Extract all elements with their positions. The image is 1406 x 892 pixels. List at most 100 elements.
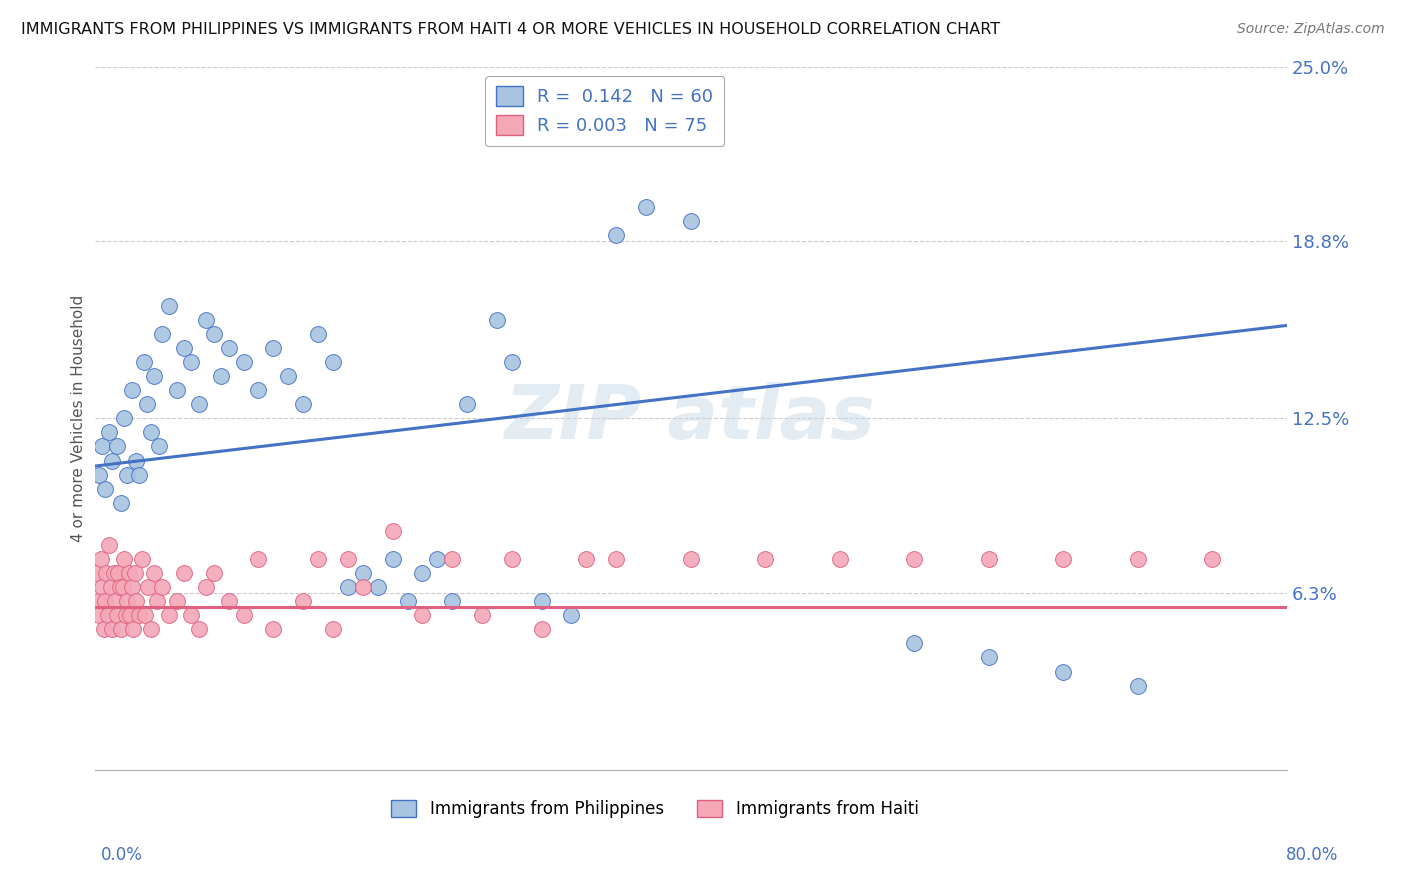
Point xyxy=(202,566,225,580)
Point xyxy=(977,552,1000,566)
Point xyxy=(336,580,359,594)
Point xyxy=(828,552,851,566)
Point xyxy=(396,594,419,608)
Point xyxy=(485,313,508,327)
Point xyxy=(322,355,344,369)
Point xyxy=(108,580,131,594)
Point xyxy=(121,580,143,594)
Point xyxy=(322,623,344,637)
Point xyxy=(136,580,159,594)
Point xyxy=(135,397,157,411)
Point xyxy=(110,496,132,510)
Point xyxy=(98,538,121,552)
Point xyxy=(441,594,464,608)
Point xyxy=(367,580,389,594)
Point xyxy=(634,200,657,214)
Point xyxy=(94,594,117,608)
Point xyxy=(91,439,114,453)
Point xyxy=(262,341,284,355)
Point xyxy=(124,566,146,580)
Point xyxy=(166,594,188,608)
Point xyxy=(150,580,173,594)
Point xyxy=(307,326,329,341)
Point xyxy=(187,397,209,411)
Point xyxy=(232,355,254,369)
Point xyxy=(247,552,270,566)
Y-axis label: 4 or more Vehicles in Household: 4 or more Vehicles in Household xyxy=(72,294,86,542)
Text: 0.0%: 0.0% xyxy=(101,846,143,863)
Point xyxy=(141,623,163,637)
Point xyxy=(307,552,329,566)
Point xyxy=(93,623,115,637)
Point xyxy=(501,552,523,566)
Point xyxy=(336,552,359,566)
Point xyxy=(105,608,128,623)
Point xyxy=(195,580,218,594)
Point xyxy=(118,566,141,580)
Point xyxy=(125,453,148,467)
Point xyxy=(754,552,776,566)
Point xyxy=(426,552,449,566)
Point xyxy=(103,566,125,580)
Point xyxy=(94,482,117,496)
Text: Source: ZipAtlas.com: Source: ZipAtlas.com xyxy=(1237,22,1385,37)
Point xyxy=(560,608,582,623)
Point xyxy=(120,608,142,623)
Point xyxy=(104,594,127,608)
Point xyxy=(180,608,202,623)
Point xyxy=(101,453,124,467)
Point xyxy=(128,608,150,623)
Point xyxy=(121,383,143,397)
Point xyxy=(1052,552,1074,566)
Point xyxy=(352,566,374,580)
Point xyxy=(101,623,124,637)
Point xyxy=(1201,552,1223,566)
Point xyxy=(218,594,240,608)
Point xyxy=(131,552,153,566)
Point xyxy=(411,608,433,623)
Point xyxy=(97,608,120,623)
Point xyxy=(977,650,1000,665)
Point xyxy=(381,524,404,538)
Point xyxy=(143,566,166,580)
Point xyxy=(262,623,284,637)
Point xyxy=(100,580,122,594)
Point xyxy=(471,608,494,623)
Point xyxy=(195,313,218,327)
Point xyxy=(128,467,150,482)
Point xyxy=(143,369,166,384)
Point xyxy=(111,580,134,594)
Point xyxy=(247,383,270,397)
Point xyxy=(157,299,180,313)
Point xyxy=(1126,679,1149,693)
Point xyxy=(292,594,315,608)
Point xyxy=(530,623,553,637)
Point xyxy=(112,411,135,425)
Point xyxy=(352,580,374,594)
Point xyxy=(173,341,195,355)
Point xyxy=(277,369,299,384)
Point xyxy=(141,425,163,440)
Point xyxy=(1126,552,1149,566)
Point xyxy=(605,552,627,566)
Point xyxy=(180,355,202,369)
Point xyxy=(146,594,169,608)
Point xyxy=(166,383,188,397)
Point xyxy=(903,552,925,566)
Point xyxy=(125,594,148,608)
Point xyxy=(110,623,132,637)
Point xyxy=(187,623,209,637)
Point xyxy=(381,552,404,566)
Point xyxy=(456,397,478,411)
Point xyxy=(112,552,135,566)
Point xyxy=(575,552,598,566)
Point xyxy=(218,341,240,355)
Point xyxy=(202,326,225,341)
Point xyxy=(292,397,315,411)
Point xyxy=(605,228,627,243)
Point xyxy=(501,355,523,369)
Point xyxy=(148,439,170,453)
Point xyxy=(87,608,110,623)
Point xyxy=(173,566,195,580)
Point xyxy=(117,467,139,482)
